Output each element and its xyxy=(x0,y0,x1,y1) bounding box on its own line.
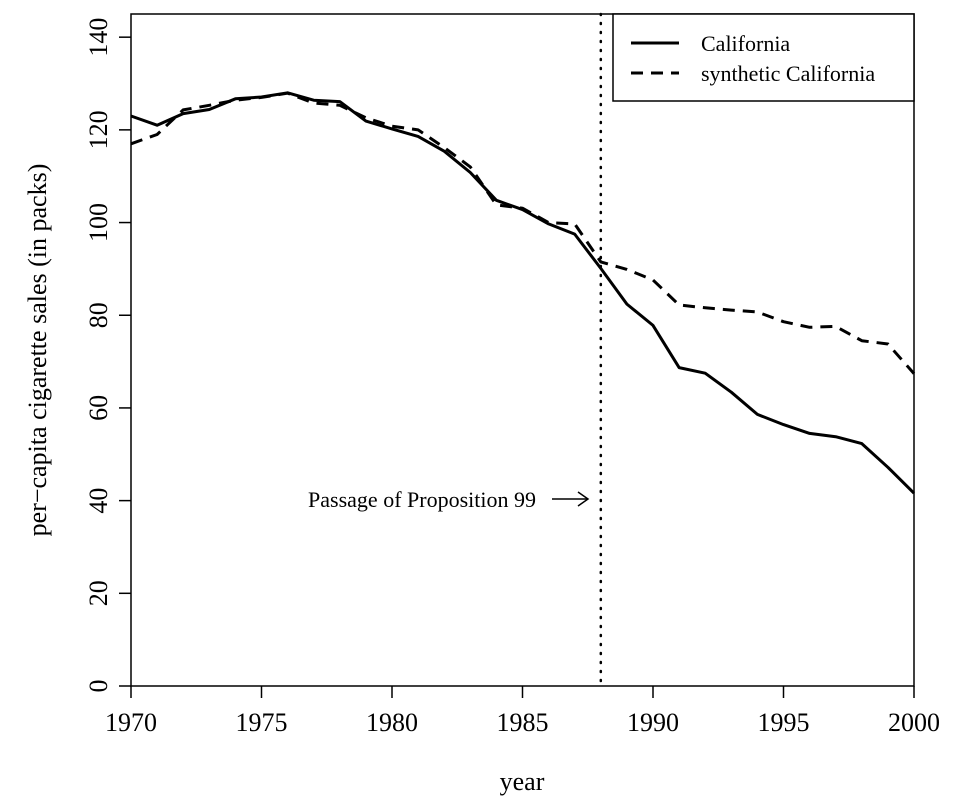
annotation-proposition-99: Passage of Proposition 99 xyxy=(308,487,590,512)
y-tick-label: 40 xyxy=(84,488,113,514)
plot-area xyxy=(130,12,915,688)
axes: 1970 1975 1980 1985 1990 1995 2000 0 20 40 60 80 100… xyxy=(84,18,940,737)
legend-label-synthetic-california: synthetic California xyxy=(701,61,875,86)
y-tick-label: 60 xyxy=(84,395,113,421)
x-tick-label: 1975 xyxy=(236,708,288,737)
y-tick-label: 120 xyxy=(84,110,113,149)
annotation-label: Passage of Proposition 99 xyxy=(308,487,536,512)
x-tick-label: 1985 xyxy=(497,708,549,737)
x-tick-label: 1990 xyxy=(627,708,679,737)
y-axis-title: per−capita cigarette sales (in packs) xyxy=(23,164,52,537)
x-tick-label: 2000 xyxy=(888,708,940,737)
series-line-synthetic-california xyxy=(130,91,916,375)
y-tick-label: 0 xyxy=(84,680,113,693)
y-tick-label: 140 xyxy=(84,18,113,57)
annotation-arrow-head xyxy=(577,491,590,507)
x-tick-label: 1980 xyxy=(366,708,418,737)
legend-box xyxy=(612,13,915,102)
series-group xyxy=(130,91,916,495)
y-tick-label: 80 xyxy=(84,302,113,328)
x-axis-title: year xyxy=(500,767,545,796)
x-tick-label: 1995 xyxy=(758,708,810,737)
legend: California synthetic California xyxy=(612,13,915,102)
series-line-california xyxy=(130,91,916,495)
y-tick-label: 20 xyxy=(84,580,113,606)
y-tick-label: 100 xyxy=(84,203,113,242)
legend-label-california: California xyxy=(701,31,790,56)
x-tick-label: 1970 xyxy=(105,708,157,737)
plot-frame xyxy=(130,13,915,687)
